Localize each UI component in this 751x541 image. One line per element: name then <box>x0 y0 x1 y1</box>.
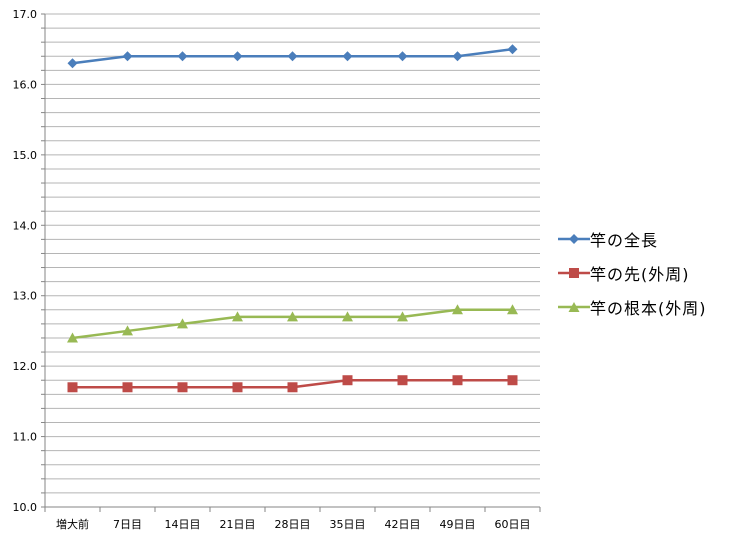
data-point <box>177 382 188 393</box>
legend-marker-square-icon <box>558 268 590 278</box>
legend-item-series-1: 竿の全長 <box>558 222 707 256</box>
data-point <box>397 375 408 386</box>
legend-item-series-2: 竿の先(外周) <box>558 256 707 290</box>
data-point <box>452 51 463 62</box>
data-point <box>342 51 353 62</box>
data-point <box>122 51 133 62</box>
x-tick-label: 28日目 <box>275 518 311 531</box>
data-point <box>507 44 518 55</box>
y-tick-label: 13.0 <box>13 290 38 303</box>
y-tick-label: 10.0 <box>13 501 38 514</box>
data-point <box>232 311 243 322</box>
x-tick-label: 21日目 <box>220 518 256 531</box>
legend-label-series-2: 竿の先(外周) <box>590 265 690 284</box>
legend-label-series-1: 竿の全長 <box>590 231 659 250</box>
y-tick-label: 16.0 <box>13 78 38 91</box>
data-point <box>397 51 408 62</box>
data-point <box>122 325 133 336</box>
y-axis-tick-labels: 10.0 11.0 12.0 13.0 14.0 15.0 16.0 17.0 <box>13 8 38 514</box>
axes <box>41 13 541 512</box>
series-group <box>67 44 518 393</box>
data-point <box>67 58 78 69</box>
data-point <box>507 375 518 386</box>
data-point <box>232 382 243 393</box>
y-tick-label: 14.0 <box>13 219 38 232</box>
legend-item-series-3: 竿の根本(外周) <box>558 290 707 324</box>
data-point <box>67 332 78 343</box>
data-point <box>452 304 463 315</box>
x-tick-label: 35日目 <box>330 518 366 531</box>
y-tick-label: 11.0 <box>13 431 38 444</box>
data-point <box>287 311 298 322</box>
legend-label-series-3: 竿の根本(外周) <box>590 299 707 318</box>
y-tick-label: 17.0 <box>13 8 38 21</box>
x-tick-label: 7日目 <box>113 518 142 531</box>
legend-marker-diamond-icon <box>558 234 590 244</box>
data-point <box>452 375 463 386</box>
x-tick-label: 14日目 <box>165 518 201 531</box>
y-tick-label: 15.0 <box>13 149 38 162</box>
data-point <box>397 311 408 322</box>
y-tick-label: 12.0 <box>13 360 38 373</box>
x-tick-label: 49日目 <box>440 518 476 531</box>
x-tick-label: 42日目 <box>385 518 421 531</box>
x-tick-label: 60日目 <box>495 518 531 531</box>
data-point <box>67 382 78 393</box>
gridlines <box>45 13 540 494</box>
x-tick-label: 増大前 <box>56 517 89 531</box>
legend-marker-triangle-icon <box>558 302 590 312</box>
legend: 竿の全長 竿の先(外周) 竿の根本(外周) <box>558 222 707 324</box>
data-point <box>287 51 298 62</box>
x-axis-tick-labels: 増大前 7日目 14日目 21日目 28日目 35日目 42日目 49日目 60日目 <box>56 517 531 531</box>
data-point <box>342 375 353 386</box>
data-point <box>287 382 298 393</box>
data-point <box>122 382 133 393</box>
data-point <box>177 318 188 329</box>
data-point <box>507 304 518 315</box>
data-point <box>342 311 353 322</box>
data-point <box>232 51 243 62</box>
data-point <box>177 51 188 62</box>
